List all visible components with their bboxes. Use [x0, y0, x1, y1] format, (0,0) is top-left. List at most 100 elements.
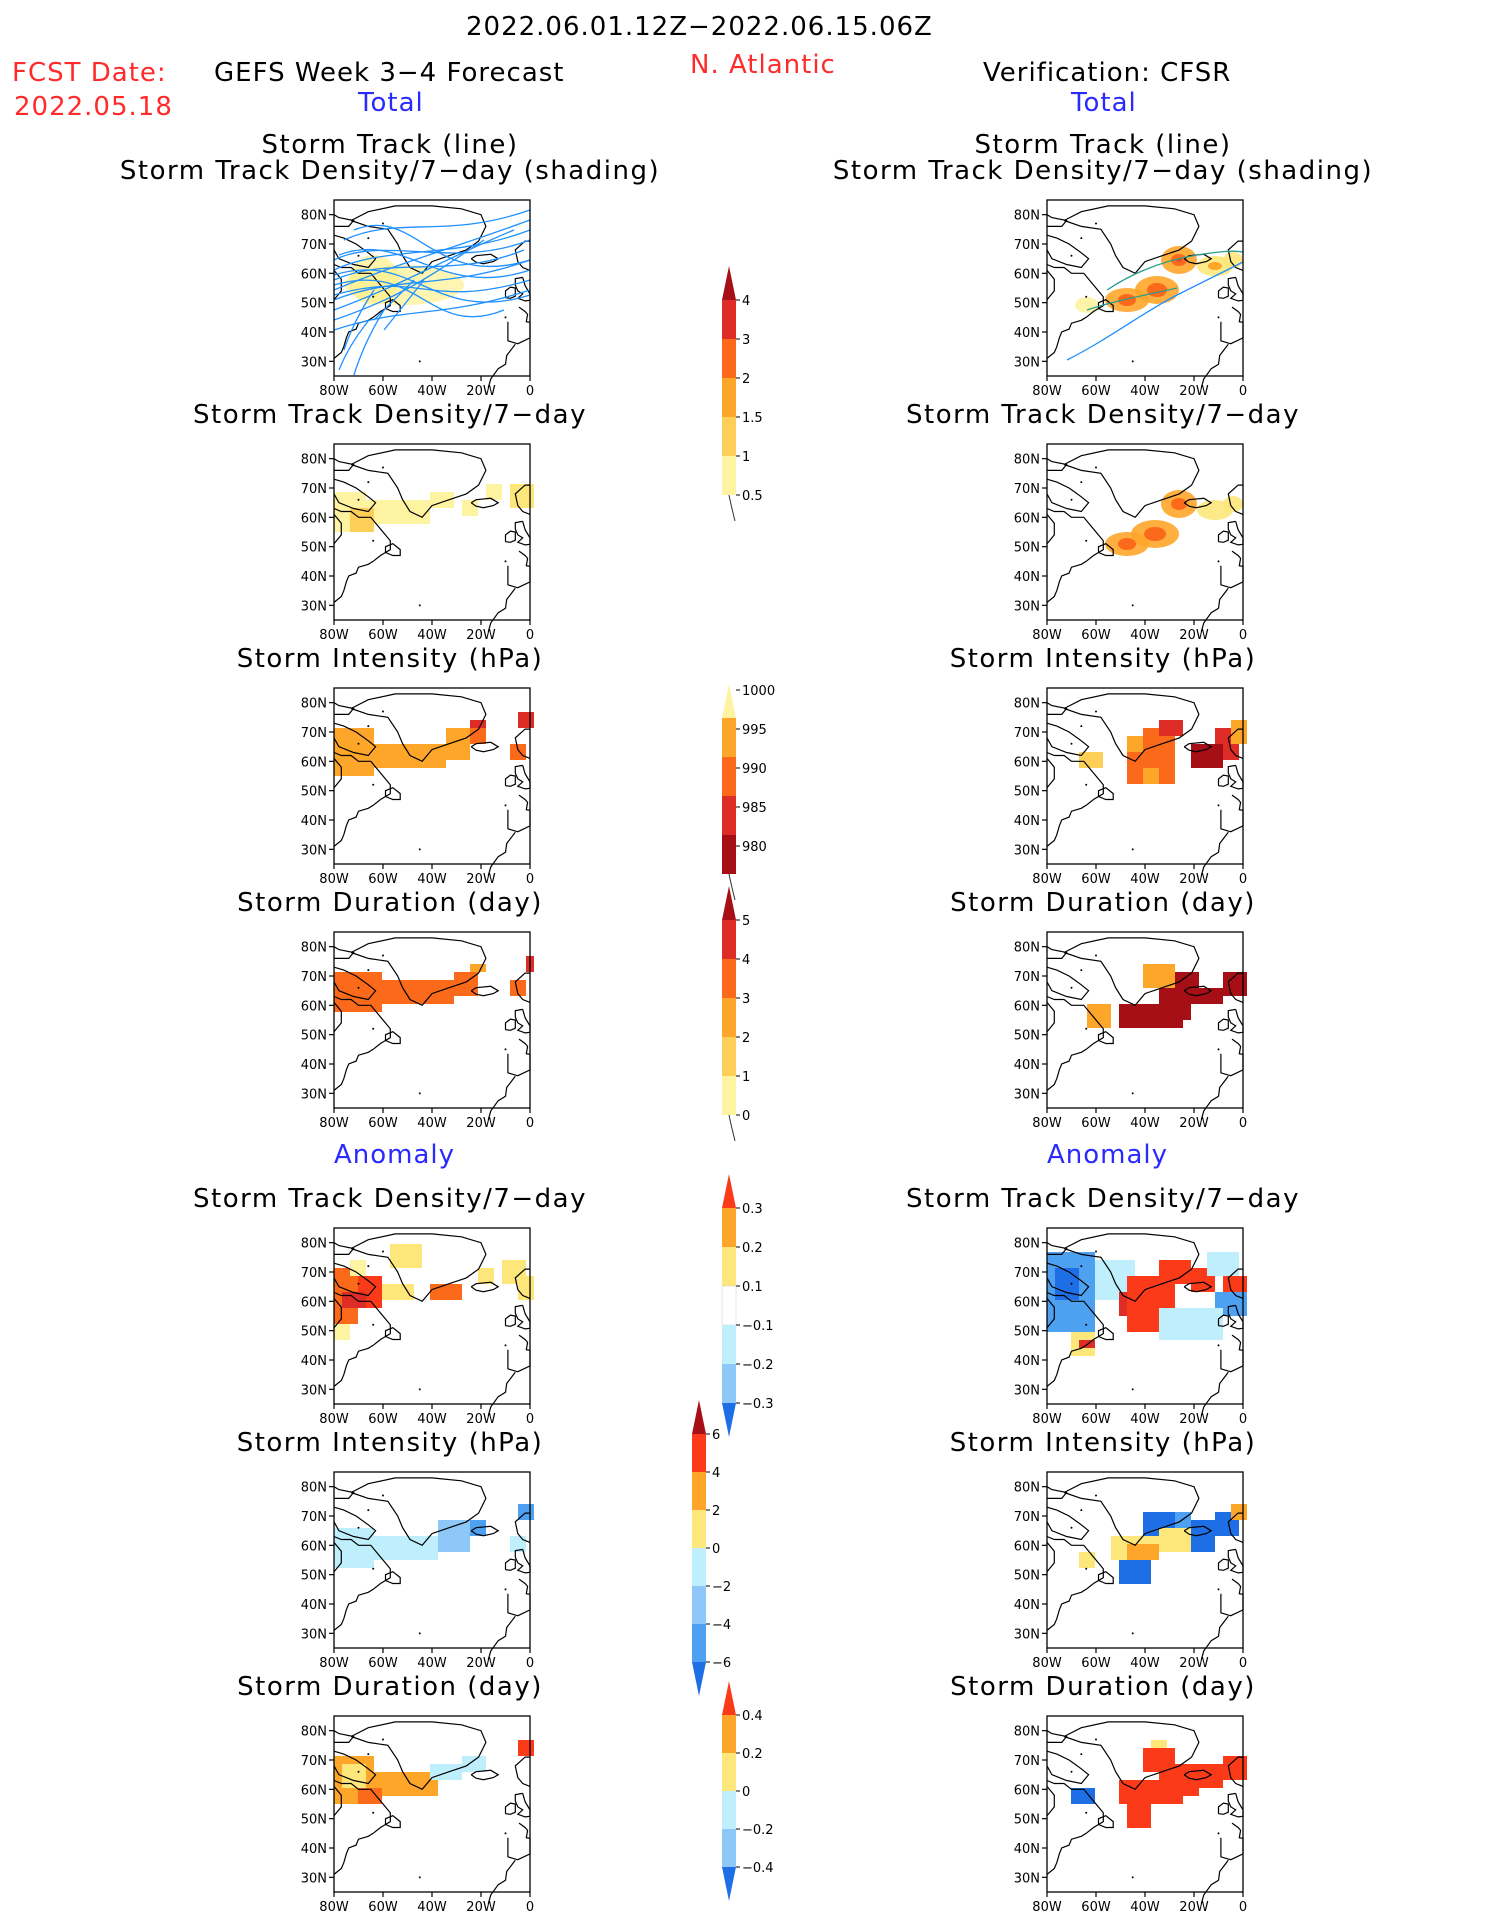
storm-track-line	[333, 269, 531, 303]
colorbar-segment	[722, 959, 736, 998]
right-intensity-map: 80N 70N 60N 50N 40N 30N 80W 60W 40W 20W 0	[1003, 684, 1247, 894]
coastline-africa	[1200, 587, 1229, 632]
coastline-britain	[514, 1304, 531, 1330]
coastline-iberia	[507, 1053, 531, 1077]
colorbar-tick-label: 2	[742, 372, 750, 387]
storm-track-line	[383, 279, 425, 331]
coastline-labrador	[333, 263, 391, 359]
lon-tick-label: 20W	[1179, 1116, 1209, 1131]
storm-track-line	[338, 249, 531, 279]
lat-tick-label: 30N	[1014, 1871, 1040, 1886]
coastline-scandinavia	[1227, 484, 1244, 515]
lon-tick-label: 0	[1239, 1656, 1247, 1671]
lat-tick-label: 50N	[1014, 1325, 1040, 1340]
map-cell	[430, 1764, 462, 1780]
coastline-baffin	[1046, 478, 1090, 513]
map-frame	[333, 931, 531, 1109]
colorbar-tip	[692, 1400, 706, 1434]
right-p6-title: Storm Intensity (hPa)	[949, 1428, 1257, 1458]
lat-tick-label: 50N	[1014, 541, 1040, 556]
lon-tick-label: 40W	[417, 628, 447, 643]
coastline-ireland	[1217, 530, 1229, 543]
density-colorbar: 4 3 2 1.5 1 0.5	[718, 262, 798, 522]
colorbar-segment	[692, 1624, 706, 1662]
island-dot	[1070, 986, 1073, 989]
map-cell	[1151, 1740, 1167, 1748]
island-dot	[1085, 1567, 1088, 1570]
map-cell	[510, 744, 526, 760]
coastline-africa	[1200, 343, 1229, 388]
coastline-ireland	[1217, 774, 1229, 787]
lon-tick-label: 80W	[1032, 872, 1062, 887]
storm-track-line	[343, 289, 375, 351]
coastline-britain	[514, 1008, 531, 1034]
lat-tick-label: 40N	[1014, 1842, 1040, 1857]
island-dot	[382, 1494, 384, 1497]
lon-tick-label: 60W	[1081, 1656, 1111, 1671]
island-dot	[504, 1588, 507, 1591]
storm-track-line	[1106, 250, 1244, 291]
coastline-britain	[1227, 1792, 1244, 1818]
map-cell	[1159, 720, 1183, 736]
coastline-labrador	[1046, 1779, 1104, 1875]
region-title: N. Atlantic	[690, 50, 836, 80]
coastline-baffin	[1046, 1750, 1090, 1785]
density-blob	[1147, 283, 1167, 297]
lat-tick-label: 30N	[301, 1871, 327, 1886]
coastline-ireland	[1217, 1018, 1229, 1031]
lon-tick-label: 60W	[368, 1656, 398, 1671]
lat-tick-label: 70N	[1014, 970, 1040, 985]
lon-tick-label: 60W	[368, 1116, 398, 1131]
coastline-britain	[514, 520, 531, 546]
coastline-france	[1231, 1038, 1244, 1055]
island-dot	[1095, 222, 1097, 225]
coastline-africa	[1200, 1859, 1229, 1904]
lon-tick-label: 0	[1239, 628, 1247, 643]
lon-tick-label: 80W	[319, 872, 349, 887]
left-p3-title: Storm Intensity (hPa)	[236, 644, 544, 674]
coastline-iberia	[507, 1593, 531, 1617]
island-dot	[504, 560, 507, 563]
coastline-arctic	[333, 1242, 355, 1255]
island-dot	[357, 1282, 360, 1285]
storm-track-line	[333, 289, 531, 331]
density-blob	[1075, 297, 1099, 313]
lat-tick-label: 70N	[301, 1510, 327, 1525]
colorbar-tick-label: 0	[712, 1542, 720, 1557]
map-cell	[470, 964, 486, 972]
map-cell	[486, 484, 502, 500]
map-cell	[510, 980, 526, 996]
period-title: 2022.06.01.12Z−2022.06.15.06Z	[466, 12, 933, 42]
lat-tick-label: 70N	[1014, 1266, 1040, 1281]
coastline-africa	[487, 831, 516, 876]
lon-tick-label: 80W	[319, 628, 349, 643]
map-cell	[1207, 1252, 1239, 1276]
right-p7-title: Storm Duration (day)	[950, 1672, 1256, 1702]
coastline-iceland	[1183, 741, 1213, 753]
lat-tick-label: 40N	[1014, 326, 1040, 341]
island-dot	[1131, 360, 1134, 363]
island-dot	[357, 1770, 360, 1773]
coastline-ireland	[1217, 286, 1229, 299]
map-cell	[382, 980, 454, 1004]
lat-tick-label: 30N	[301, 843, 327, 858]
island-dot	[357, 254, 360, 257]
island-dot	[372, 539, 375, 542]
lat-tick-label: 30N	[1014, 1087, 1040, 1102]
coastline-africa	[487, 1859, 516, 1904]
island-dot	[1085, 539, 1088, 542]
island-dot	[382, 1250, 384, 1253]
lat-tick-label: 40N	[301, 570, 327, 585]
coastline-britain	[1227, 276, 1244, 302]
island-dot	[1217, 804, 1220, 807]
map-cell	[1175, 1512, 1191, 1528]
island-dot	[357, 498, 360, 501]
coastline-baffin	[333, 722, 377, 757]
map-cell	[334, 1528, 374, 1568]
coastline-hudson	[1046, 270, 1055, 301]
colorbar-tick-label: 0.5	[742, 489, 763, 504]
coastline-newfoundland	[384, 1327, 401, 1341]
colorbar-segment	[722, 378, 736, 417]
lat-tick-label: 60N	[1014, 267, 1040, 282]
coastline-newfoundland	[1097, 1327, 1114, 1341]
